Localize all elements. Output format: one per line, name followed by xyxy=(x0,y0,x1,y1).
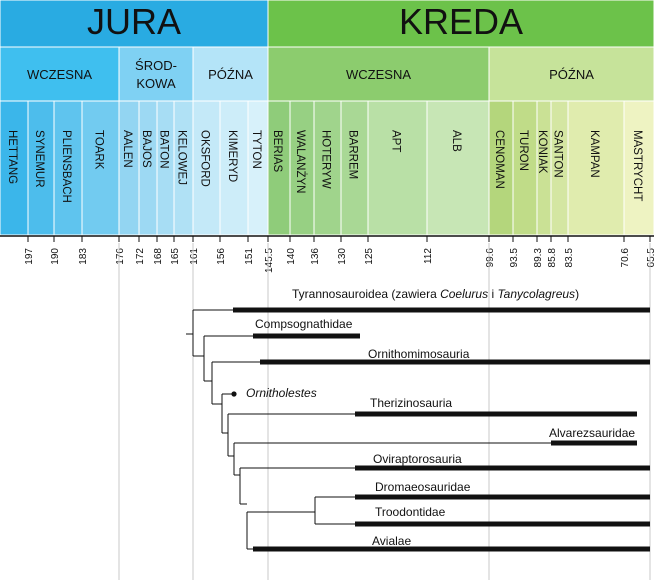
taxon-labels: Tyrannosauroidea (zawiera Coelurus i Tan… xyxy=(246,287,635,548)
stage-label: BATON xyxy=(158,130,170,169)
time-axis: 197 190 183 176 172 168 165 161 156 151 145.5 140 13… xyxy=(0,235,654,273)
stage-label: APT xyxy=(390,130,402,152)
axis-tick-label: 161 xyxy=(189,248,200,265)
taxon-label: Therizinosauria xyxy=(370,396,452,410)
axis-tick-label: 125 xyxy=(364,248,375,265)
stage-label: PLIENSBACH xyxy=(60,130,72,203)
stage-label: TYTON xyxy=(250,130,262,169)
axis-tick-label: 112 xyxy=(423,248,434,264)
taxon-label: Dromaeosauridae xyxy=(375,480,471,494)
epoch-band xyxy=(267,46,490,102)
stage-label: BERIAS xyxy=(271,130,283,173)
axis-tick-label: 93.5 xyxy=(509,248,520,268)
taxon-label: Alvarezsauridae xyxy=(549,426,635,440)
axis-tick-label: 190 xyxy=(50,248,61,265)
epoch-label: WCZESNA xyxy=(346,67,411,82)
stage-label: WALANŻYN xyxy=(294,130,307,193)
stage-label: HOTERYW xyxy=(320,130,332,189)
axis-tick-label: 183 xyxy=(78,248,89,265)
stage-band xyxy=(138,100,158,236)
period-row: JURA KREDA xyxy=(0,0,654,48)
stage-band xyxy=(81,100,120,236)
stage-band xyxy=(118,100,140,236)
taxon-label: Compsognathidae xyxy=(255,317,353,331)
stage-label: ALB xyxy=(450,130,462,152)
taxon-label: Oviraptorosauria xyxy=(373,452,462,466)
axis-tick-label: 85.8 xyxy=(547,248,558,268)
axis-tick-label: 130 xyxy=(337,248,348,265)
stage-label: KAMPAN xyxy=(588,130,600,178)
stage-label: KELOWEJ xyxy=(176,130,188,185)
stage-label: CENOMAN xyxy=(493,130,505,189)
axis-tick-label: 197 xyxy=(24,248,35,265)
stage-label: MASTRYCHT xyxy=(631,130,643,201)
axis-tick-label: 136 xyxy=(310,248,321,265)
stage-label: BARREM xyxy=(347,130,359,179)
stage-band xyxy=(313,100,342,236)
axis-tick-label: 165 xyxy=(170,248,181,265)
period-label: JURA xyxy=(87,1,181,42)
axis-tick-label: 151 xyxy=(244,248,255,265)
stage-band xyxy=(512,100,538,236)
epoch-band xyxy=(118,46,194,102)
stage-band xyxy=(0,100,29,236)
stage-band xyxy=(623,100,654,236)
axis-tick-label: 99.6 xyxy=(485,248,496,268)
taxon-label: Avialae xyxy=(372,534,411,548)
axis-tick-label: 83.5 xyxy=(564,248,575,268)
epoch-label-line2: KOWA xyxy=(136,76,176,91)
stage-label: TOARK xyxy=(93,130,105,170)
stage-label: HETTANG xyxy=(6,130,18,184)
stage-band xyxy=(289,100,315,236)
epoch-band xyxy=(192,46,269,102)
stage-label: OKSFORD xyxy=(199,130,211,187)
stage-band xyxy=(367,100,428,236)
stage-label: SANTON xyxy=(552,130,564,178)
taxon-label: Troodontidae xyxy=(375,505,446,519)
taxon-label: Tyrannosauroidea (zawiera Coelurus i Tan… xyxy=(292,287,579,301)
stage-band xyxy=(340,100,369,236)
stage-label: KONIAK xyxy=(536,130,548,174)
stage-band xyxy=(53,100,83,236)
axis-tick-label: 70.6 xyxy=(620,248,631,268)
stage-row: HETTANG SYNEMUR PLIENSBACH TOARK AALEN BAJOS B… xyxy=(0,100,654,236)
stage-label: KIMERYD xyxy=(226,130,238,182)
axis-tick-label: 140 xyxy=(286,248,297,265)
epoch-label: PÓŹNA xyxy=(208,67,253,82)
ornitholestes-point xyxy=(231,391,237,397)
epoch-label: PÓŹNA xyxy=(549,67,594,82)
stage-label: AALEN xyxy=(121,130,133,168)
stage-band xyxy=(27,100,55,236)
axis-tick-label: 168 xyxy=(153,248,164,265)
period-label: KREDA xyxy=(399,1,523,42)
stage-label: TURON xyxy=(517,130,529,171)
epoch-band xyxy=(488,46,654,102)
taxon-label: Ornithomimosauria xyxy=(368,347,470,361)
stage-band xyxy=(488,100,514,236)
stage-label: SYNEMUR xyxy=(33,130,45,188)
stage-label: BAJOS xyxy=(140,130,152,168)
axis-tick-label: 89.3 xyxy=(533,248,544,268)
cladogram-tree xyxy=(186,309,551,550)
axis-tick-label: 172 xyxy=(135,248,146,265)
axis-tick-label: 156 xyxy=(216,248,227,265)
epoch-label: WCZESNA xyxy=(27,67,92,82)
taxon-label: Ornitholestes xyxy=(246,386,317,400)
axis-tick-label: 176 xyxy=(115,248,126,265)
period-band xyxy=(267,0,654,48)
range-bars xyxy=(233,307,650,552)
epoch-row: WCZESNA ŚROD- KOWA PÓŹNA WCZESNA PÓŹNA xyxy=(0,46,654,102)
stage-band xyxy=(219,100,249,236)
stage-band xyxy=(426,100,490,236)
stage-band xyxy=(567,100,625,236)
axis-tick-label: 145.5 xyxy=(264,248,275,273)
epoch-label: ŚROD- xyxy=(135,58,177,73)
